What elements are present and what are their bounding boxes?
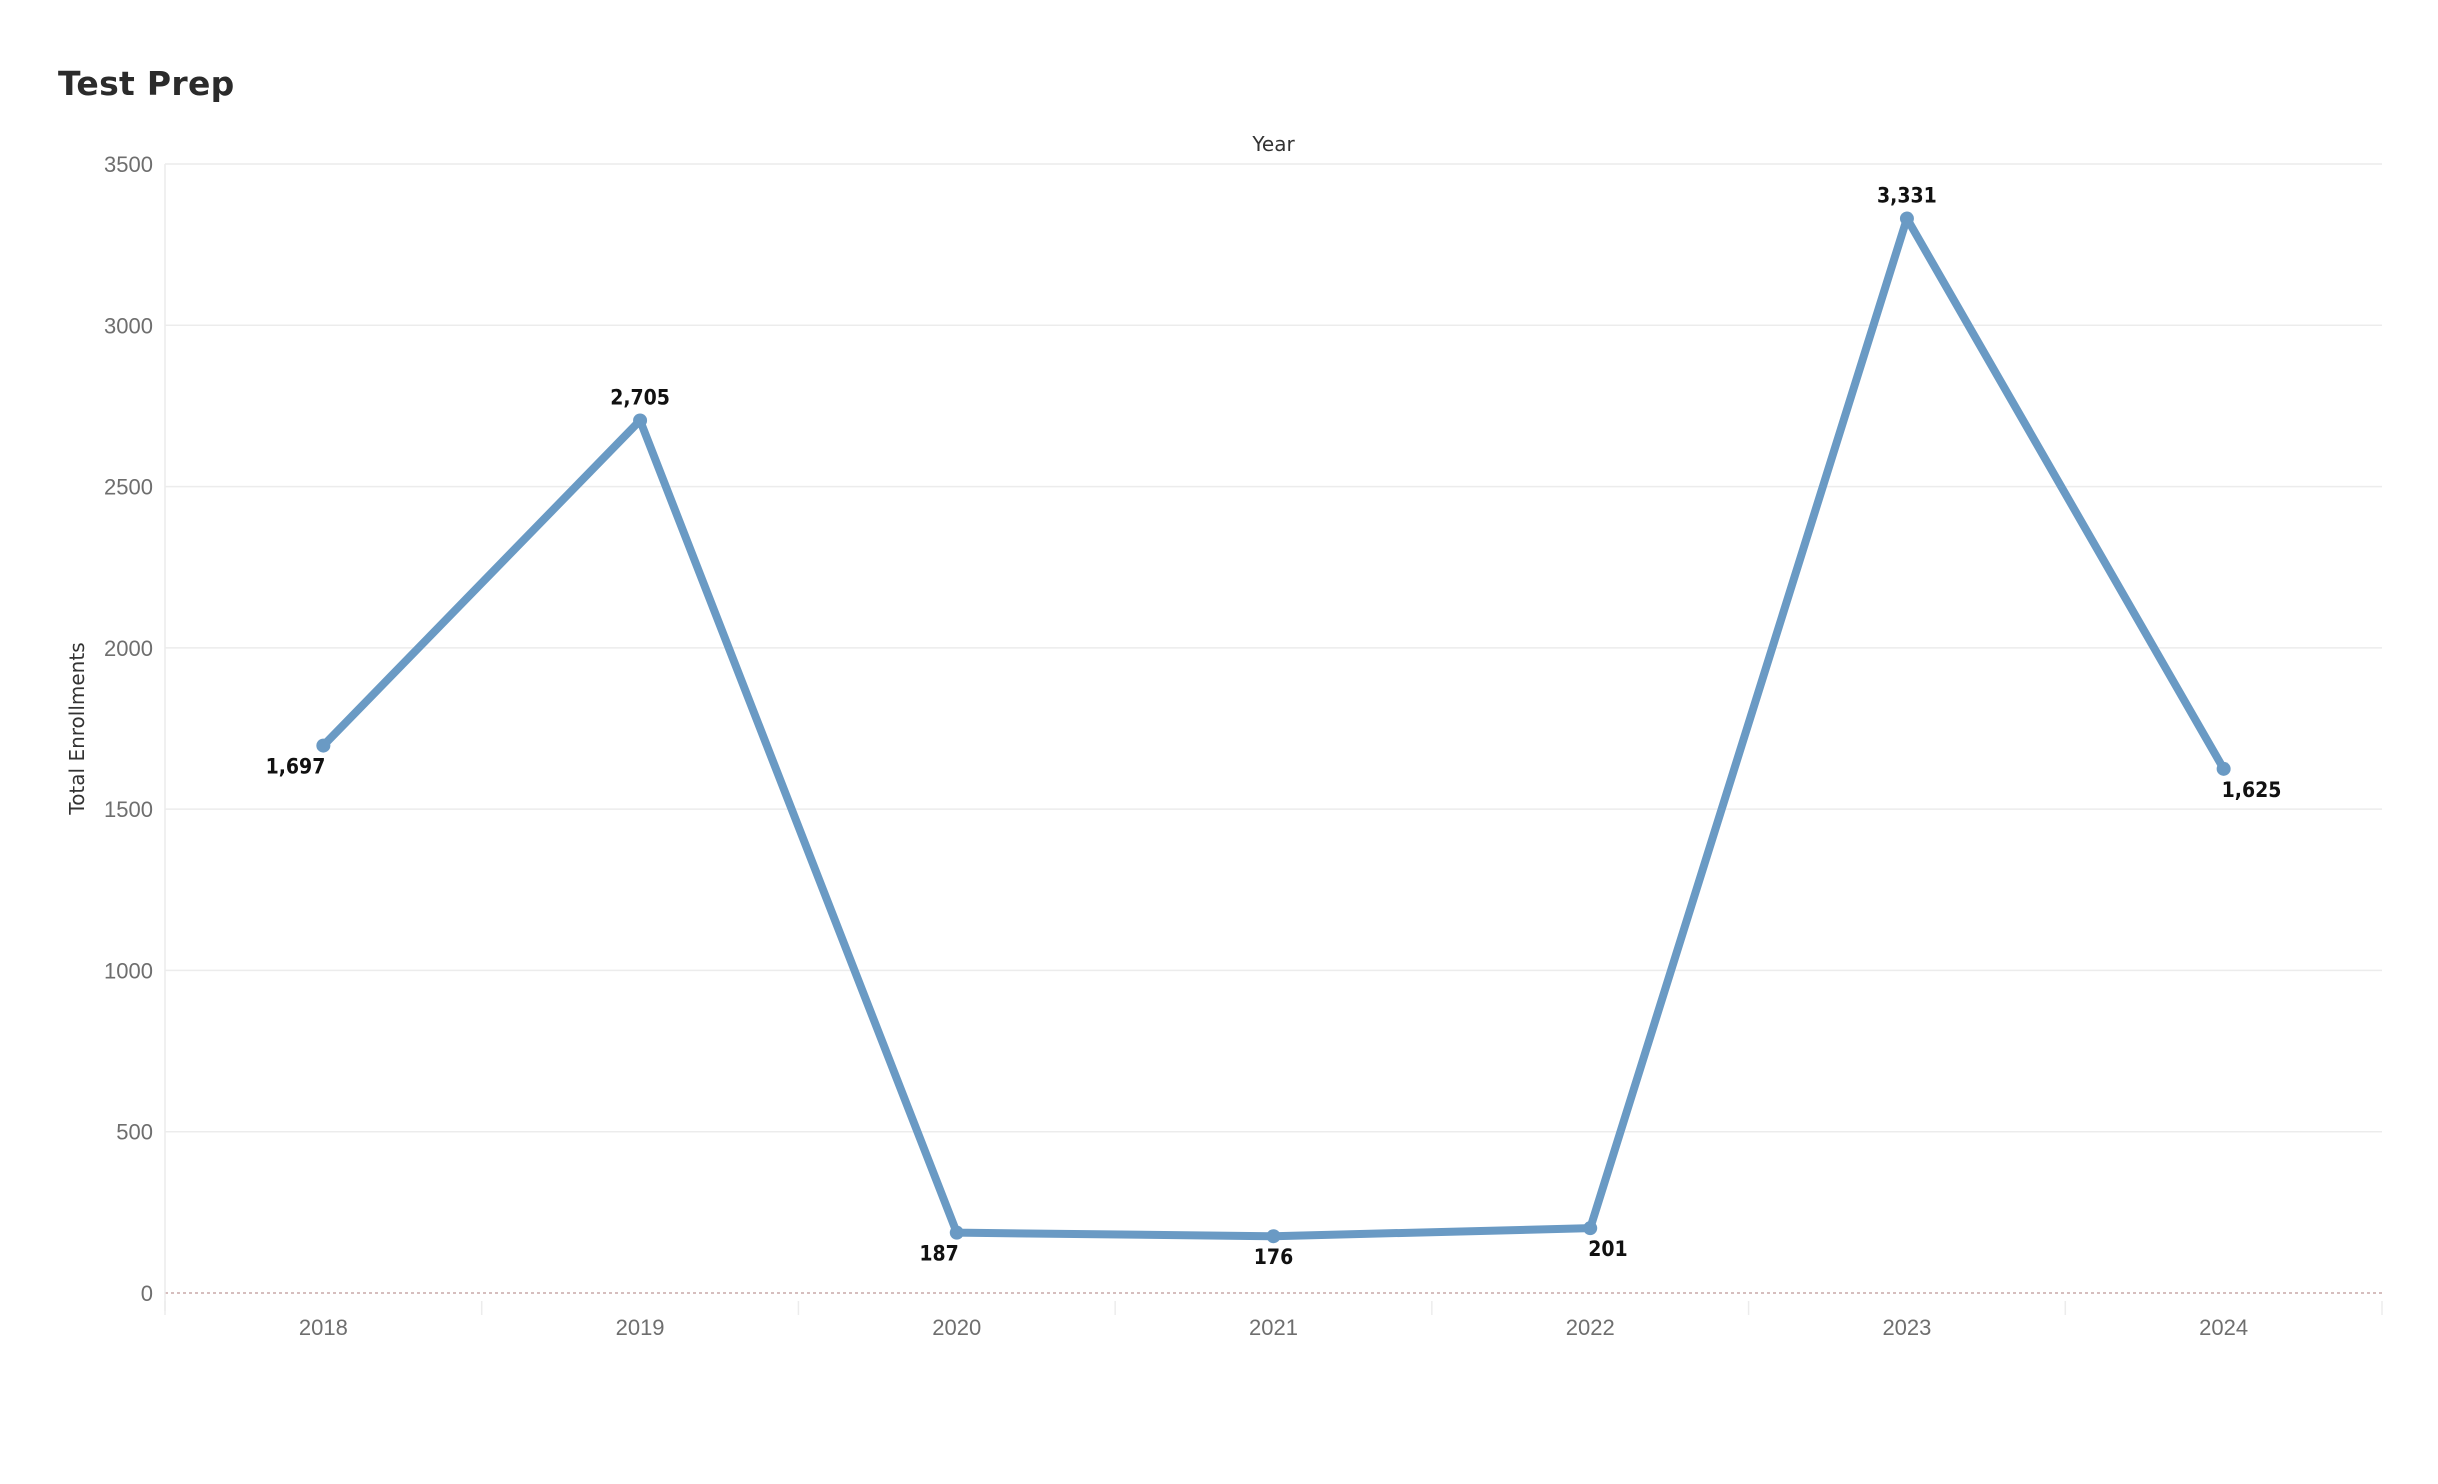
axes bbox=[164, 164, 2383, 1315]
x-tick-label: 2021 bbox=[1249, 1315, 1298, 1340]
x-tick-label: 2018 bbox=[299, 1315, 348, 1340]
data-point bbox=[2216, 761, 2231, 776]
x-axis-title: Year bbox=[1251, 132, 1295, 156]
x-tick-labels: 2018 2019 2020 2021 2022 2023 2024 bbox=[299, 1315, 2248, 1340]
x-tick-label: 2020 bbox=[932, 1315, 981, 1340]
data-label: 1,625 bbox=[2222, 778, 2282, 802]
y-tick-label: 2000 bbox=[104, 636, 153, 661]
x-tick-label: 2024 bbox=[2199, 1315, 2248, 1340]
data-point bbox=[949, 1225, 964, 1240]
data-label: 201 bbox=[1588, 1237, 1627, 1261]
data-labels: 1,697 2,705 187 176 201 3,331 1,625 bbox=[266, 184, 2282, 1270]
data-label: 1,697 bbox=[266, 755, 326, 779]
y-tick-label: 1500 bbox=[104, 797, 153, 822]
y-tick-label: 0 bbox=[141, 1281, 153, 1306]
data-label: 2,705 bbox=[610, 385, 670, 409]
y-axis-title: Total Enrollments bbox=[65, 642, 89, 815]
x-tick-label: 2022 bbox=[1566, 1315, 1615, 1340]
data-point bbox=[633, 413, 648, 428]
page-title: Test Prep bbox=[58, 64, 235, 103]
y-tick-labels: 0 500 1000 1500 2000 2500 3000 3500 bbox=[104, 152, 153, 1306]
y-tick-label: 500 bbox=[116, 1120, 153, 1145]
data-label: 187 bbox=[919, 1242, 958, 1266]
data-label: 176 bbox=[1254, 1245, 1293, 1269]
data-label: 3,331 bbox=[1877, 184, 1937, 208]
data-point bbox=[1583, 1221, 1598, 1236]
y-tick-label: 2500 bbox=[104, 475, 153, 500]
x-tick-label: 2019 bbox=[616, 1315, 665, 1340]
data-point bbox=[316, 738, 331, 753]
y-tick-label: 1000 bbox=[104, 958, 153, 983]
y-tick-label: 3000 bbox=[104, 313, 153, 338]
gridlines bbox=[165, 163, 2382, 1133]
y-tick-label: 3500 bbox=[104, 152, 153, 177]
data-point bbox=[1266, 1229, 1281, 1244]
series-line bbox=[319, 214, 2228, 1241]
data-point bbox=[1899, 211, 1914, 226]
series-enrollments bbox=[316, 211, 2231, 1244]
x-tick-label: 2023 bbox=[1882, 1315, 1931, 1340]
